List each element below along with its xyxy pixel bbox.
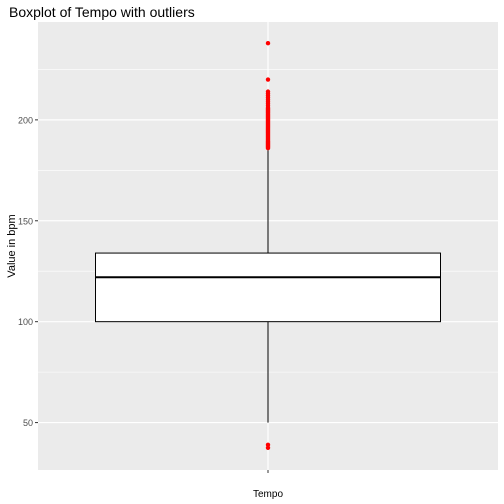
y-tick-label: 100 [18, 317, 33, 327]
outlier-point [265, 40, 271, 46]
axis-layer: 50 100 150 200 Tempo [18, 115, 283, 500]
box-iqr [95, 252, 441, 323]
chart-title: Boxplot of Tempo with outliers [9, 4, 195, 20]
outlier-point [265, 442, 271, 447]
x-tick-label: Tempo [253, 489, 283, 500]
outlier-point [265, 89, 271, 94]
y-tick-label: 150 [18, 216, 33, 226]
y-tick-label: 50 [23, 418, 33, 428]
y-tick-label: 200 [18, 115, 33, 125]
outlier-point [265, 445, 271, 451]
y-axis-title: Value in bpm [6, 214, 18, 277]
box-layer [95, 40, 441, 451]
outlier-point [265, 77, 271, 82]
